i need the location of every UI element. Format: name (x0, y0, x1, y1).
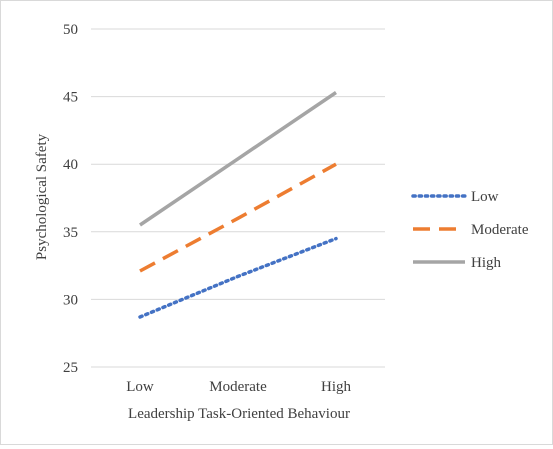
legend-item-high: High (413, 255, 502, 271)
legend-label: High (471, 255, 502, 271)
y-tick-label: 45 (63, 90, 78, 106)
y-axis-title: Psychological Safety (34, 133, 50, 260)
legend-label: Low (471, 189, 499, 205)
y-axis-ticks: 25 30 35 40 45 50 (63, 22, 78, 376)
legend: Low Moderate High (411, 189, 529, 271)
y-tick-label: 25 (63, 360, 78, 376)
series-lines (138, 91, 338, 319)
x-tick-label: High (321, 379, 352, 395)
series-line-high (139, 91, 337, 227)
y-tick-label: 30 (63, 292, 78, 308)
legend-label: Moderate (471, 222, 529, 238)
series-line-low (138, 236, 338, 319)
y-tick-label: 40 (63, 157, 78, 173)
legend-item-moderate: Moderate (413, 222, 529, 238)
series-line-moderate (139, 162, 337, 273)
x-axis-title: Leadership Task-Oriented Behaviour (128, 406, 350, 422)
gridlines (91, 28, 385, 368)
x-tick-label: Low (126, 379, 154, 395)
x-tick-label: Moderate (209, 379, 267, 395)
legend-item-low: Low (411, 189, 499, 205)
y-tick-label: 50 (63, 22, 78, 38)
x-axis-ticks: Low Moderate High (126, 379, 351, 395)
y-tick-label: 35 (63, 225, 78, 241)
